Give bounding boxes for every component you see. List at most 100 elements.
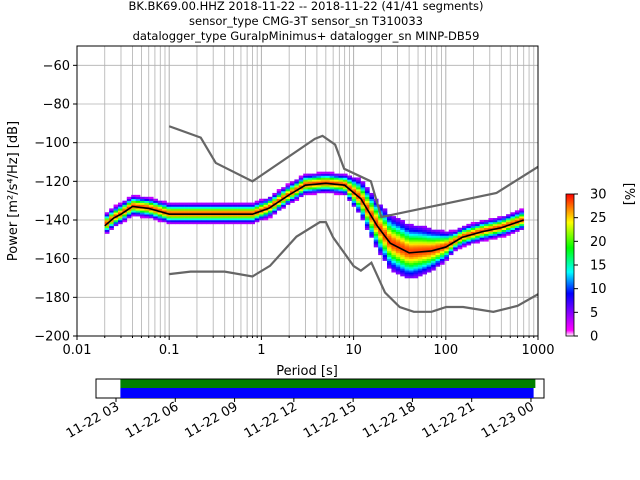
y-tick-label: −60: [43, 59, 70, 74]
histogram-cell: [400, 254, 405, 258]
histogram-cell: [237, 208, 242, 211]
histogram-cell: [267, 202, 273, 205]
histogram-cell: [360, 210, 366, 213]
histogram-cell: [426, 260, 432, 263]
histogram-cell: [404, 254, 410, 258]
histogram-cell: [175, 216, 181, 219]
histogram-cell: [453, 243, 458, 246]
histogram-cell: [404, 272, 410, 275]
histogram-cell: [135, 198, 141, 201]
histogram-cell: [431, 252, 436, 256]
histogram-cell: [391, 241, 397, 244]
histogram-cell: [409, 231, 414, 234]
histogram-cell: [448, 229, 454, 232]
histogram-cell: [250, 221, 255, 225]
histogram-cell: [303, 185, 308, 188]
histogram-cell: [387, 266, 392, 269]
histogram-cell: [192, 210, 198, 213]
chart-title-line-2: sensor_type CMG-3T sensor_sn T310033: [189, 14, 423, 28]
histogram-cell: [228, 212, 233, 215]
histogram-cell: [148, 200, 154, 203]
histogram-cell: [307, 173, 313, 176]
histogram-cell: [307, 192, 313, 196]
histogram-cell: [188, 208, 194, 211]
x-axis-label: Period [s]: [276, 364, 338, 379]
histogram-cell: [426, 264, 432, 267]
histogram-cell: [364, 194, 370, 198]
histogram-cell: [228, 202, 233, 205]
histogram-cell: [435, 241, 441, 244]
histogram-cell: [382, 227, 388, 230]
histogram-cell: [157, 220, 163, 223]
histogram-cell: [510, 220, 516, 223]
histogram-cell: [387, 264, 392, 267]
histogram-cell: [281, 192, 286, 196]
histogram-cell: [347, 194, 353, 198]
histogram-cell: [435, 231, 441, 234]
histogram-cell: [303, 177, 308, 180]
histogram-cell: [285, 185, 291, 188]
histogram-cell: [387, 252, 392, 256]
histogram-cell: [360, 202, 366, 205]
histogram-cell: [140, 204, 145, 207]
histogram-cell: [104, 216, 110, 219]
histogram-cell: [267, 208, 273, 211]
histogram-cell: [153, 212, 158, 215]
histogram-cell: [281, 189, 286, 192]
histogram-cell: [461, 239, 467, 242]
histogram-cell: [373, 233, 379, 236]
histogram-cell: [409, 258, 414, 261]
histogram-cell: [492, 220, 498, 223]
histogram-cell: [144, 202, 150, 205]
histogram-cell: [192, 218, 198, 221]
histogram-cell: [347, 187, 353, 190]
histogram-cell: [250, 216, 255, 219]
histogram-cell: [197, 202, 203, 205]
histogram-cell: [422, 235, 427, 238]
histogram-cell: [378, 221, 383, 225]
histogram-cell: [356, 179, 361, 182]
histogram-cell: [285, 200, 291, 203]
histogram-cell: [387, 254, 392, 258]
histogram-cell: [391, 221, 397, 225]
histogram-cell: [457, 241, 463, 244]
histogram-cell: [356, 189, 361, 192]
histogram-cell: [342, 192, 348, 196]
histogram-cell: [166, 220, 172, 223]
histogram-cell: [395, 266, 401, 269]
histogram-cell: [175, 208, 181, 211]
histogram-cell: [329, 187, 335, 190]
histogram-cell: [479, 229, 485, 232]
timeline-ticks: 11-22 03 11-22 06 11-22 09 11-22 12 11-22 15…: [64, 398, 537, 442]
histogram-cell: [360, 194, 366, 198]
histogram-cell: [484, 231, 489, 234]
histogram-cell: [444, 243, 450, 246]
histogram-cell: [409, 235, 414, 238]
histogram-cell: [210, 212, 216, 215]
histogram-cell: [382, 225, 388, 229]
low-noise-model-line: [169, 221, 538, 313]
histogram-cell: [215, 212, 220, 215]
histogram-cell: [298, 181, 304, 184]
timeline-bar: [120, 379, 536, 388]
histogram-cell: [263, 210, 269, 213]
histogram-cell: [497, 216, 502, 219]
histogram-cell: [307, 187, 313, 190]
histogram-cell: [435, 243, 441, 246]
histogram-cell: [307, 179, 313, 182]
histogram-cell: [404, 229, 410, 232]
histogram-cell: [210, 202, 216, 205]
histogram-cell: [519, 218, 525, 221]
histogram-cell: [162, 204, 167, 207]
histogram-cell: [360, 204, 366, 207]
histogram-cell: [426, 256, 432, 259]
histogram-cell: [197, 221, 203, 225]
histogram-cell: [413, 249, 419, 252]
histogram-cell: [320, 171, 326, 174]
histogram-cell: [422, 264, 427, 267]
histogram-cell: [184, 221, 189, 225]
histogram-cell: [338, 175, 344, 178]
histogram-cell: [514, 218, 520, 221]
histogram-cell: [466, 231, 472, 234]
histogram-cell: [192, 208, 198, 211]
